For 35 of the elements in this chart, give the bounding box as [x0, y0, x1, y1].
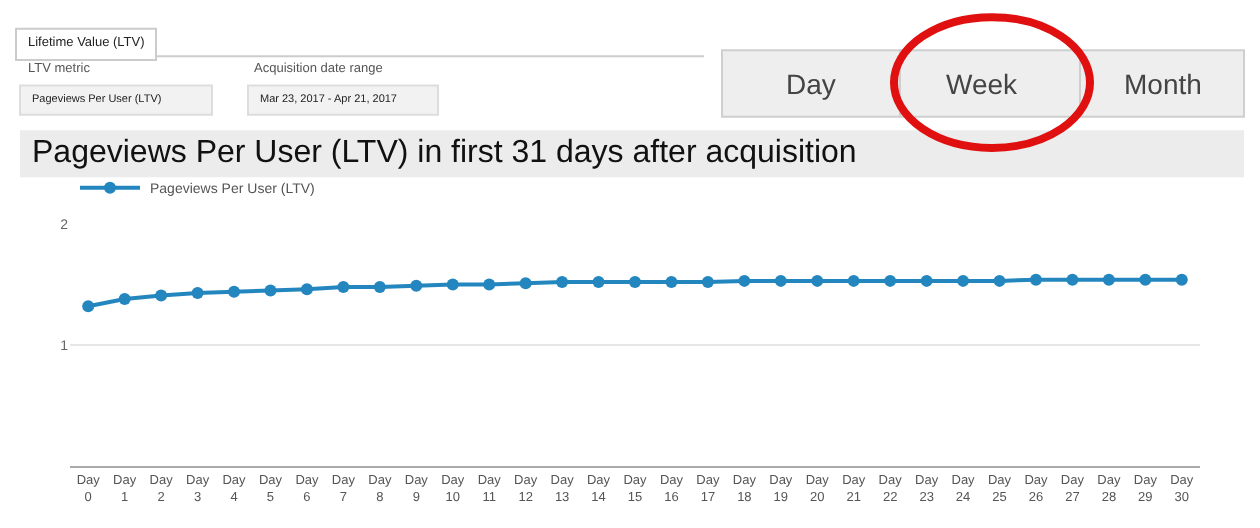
point — [337, 280, 350, 293]
point — [1139, 273, 1152, 286]
point — [811, 274, 824, 287]
point — [556, 276, 569, 289]
point — [1102, 273, 1115, 286]
text: Week — [946, 68, 1020, 100]
point — [774, 274, 787, 287]
point — [665, 276, 678, 289]
point — [155, 289, 168, 302]
point — [228, 285, 241, 298]
point — [483, 278, 496, 291]
point — [373, 280, 386, 293]
point — [1175, 273, 1188, 286]
point — [701, 276, 714, 289]
point — [300, 283, 313, 296]
point — [1066, 273, 1079, 286]
point — [118, 293, 131, 306]
point — [1029, 273, 1042, 286]
point — [191, 286, 204, 299]
point — [82, 300, 95, 313]
point — [410, 279, 423, 292]
point — [847, 274, 860, 287]
point — [264, 284, 277, 297]
point — [993, 274, 1006, 287]
point — [519, 277, 532, 290]
point — [446, 278, 459, 291]
text: Day — [786, 68, 836, 100]
point — [629, 276, 641, 289]
chart-title: Pageviews Per User (LTV) in first 31 days after acquisition — [32, 136, 857, 170]
point — [957, 274, 970, 287]
point — [738, 274, 751, 287]
point — [592, 276, 605, 289]
point — [920, 274, 933, 287]
text: Month — [1124, 68, 1202, 100]
point — [884, 274, 897, 287]
